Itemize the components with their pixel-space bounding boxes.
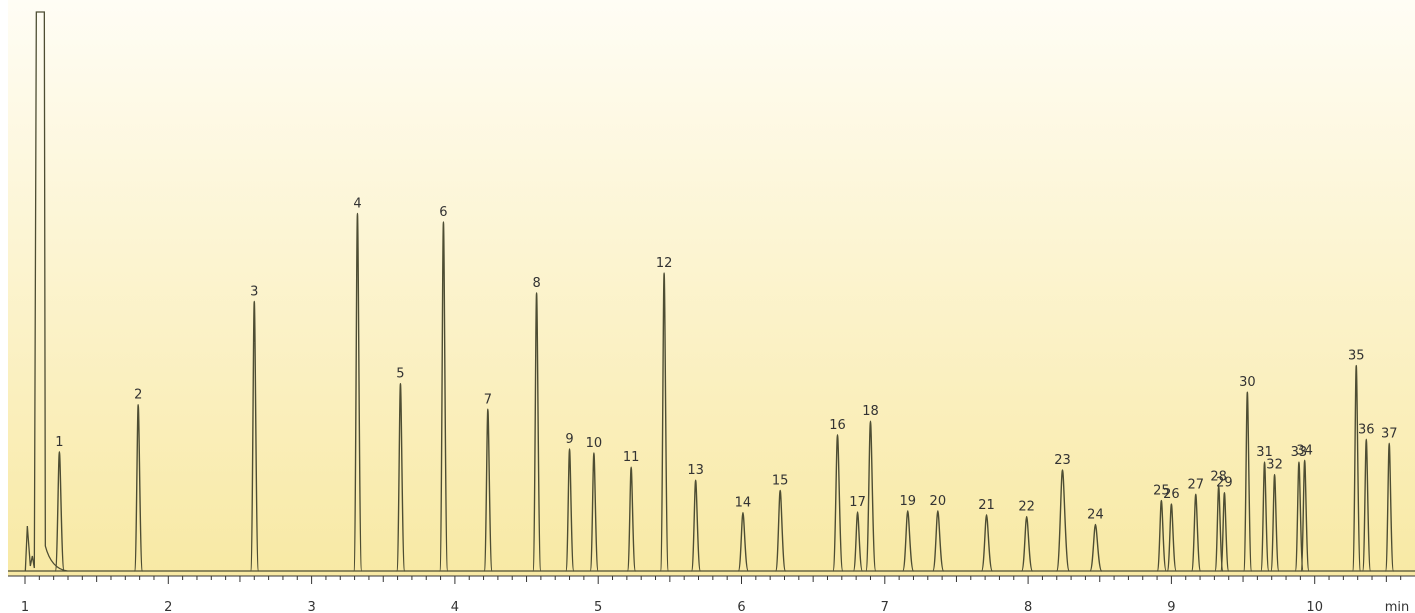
peak-29: [1220, 491, 1230, 572]
peak-label-27: 27: [1187, 477, 1204, 492]
peak-7: [483, 408, 493, 572]
peak-1: [54, 451, 65, 572]
peak-34: [1300, 459, 1310, 572]
peak-label-25: 25: [1153, 484, 1170, 499]
peak-label-20: 20: [930, 494, 947, 509]
chromatogram-trace-layer: [8, 11, 1415, 572]
peak-label-3: 3: [250, 284, 258, 299]
solvent-front-peak: [24, 11, 68, 572]
peak-label-19: 19: [899, 494, 916, 509]
peak-25: [1156, 499, 1167, 572]
peak-label-5: 5: [396, 367, 404, 382]
peak-label-26: 26: [1163, 487, 1180, 502]
peak-label-37: 37: [1381, 426, 1398, 441]
peak-23: [1055, 469, 1070, 572]
peak-8: [532, 292, 542, 572]
plot-background: [8, 0, 1415, 576]
peak-26: [1166, 503, 1177, 572]
peak-label-12: 12: [656, 256, 673, 271]
peak-14: [737, 511, 749, 572]
peak-label-30: 30: [1239, 375, 1256, 390]
x-tick-label-9: 9: [1167, 600, 1175, 613]
peak-label-28: 28: [1210, 469, 1227, 484]
peak-label-7: 7: [484, 392, 492, 407]
peak-28: [1214, 485, 1224, 572]
x-tick-label-7: 7: [881, 600, 889, 613]
peak-label-21: 21: [978, 498, 995, 513]
peak-label-34: 34: [1296, 443, 1313, 458]
peak-21: [980, 514, 994, 572]
peak-35: [1351, 364, 1362, 572]
x-tick-label-8: 8: [1024, 600, 1032, 613]
peak-label-24: 24: [1087, 507, 1104, 522]
peak-label-17: 17: [849, 495, 866, 510]
peak-label-22: 22: [1018, 500, 1035, 515]
peak-12: [659, 272, 670, 572]
peak-label-13: 13: [687, 463, 704, 478]
peak-15: [774, 489, 787, 572]
peak-2: [133, 404, 144, 572]
peak-33: [1294, 461, 1304, 572]
peak-32: [1270, 473, 1280, 572]
x-tick-label-10: 10: [1306, 600, 1323, 613]
peak-label-4: 4: [353, 196, 361, 211]
peak-label-10: 10: [586, 436, 603, 451]
peak-37: [1384, 442, 1395, 572]
peak-label-36: 36: [1358, 422, 1375, 437]
peak-label-35: 35: [1348, 349, 1365, 364]
x-tick-label-3: 3: [307, 600, 315, 613]
x-tick-label-2: 2: [164, 600, 172, 613]
peak-label-18: 18: [862, 404, 879, 419]
peak-label-31: 31: [1256, 445, 1273, 460]
peak-22: [1021, 515, 1034, 572]
peak-label-33: 33: [1291, 445, 1308, 460]
x-tick-label-5: 5: [594, 600, 602, 613]
x-axis: 1 2 3 4 5 6 7 8 9 10 min: [8, 575, 1415, 613]
peak-11: [626, 466, 637, 572]
peak-4: [353, 212, 363, 572]
peak-27: [1190, 493, 1202, 572]
peak-label-8: 8: [532, 276, 540, 291]
peak-5: [396, 383, 406, 572]
peak-10: [589, 452, 599, 572]
x-tick-label-1: 1: [21, 600, 29, 613]
x-tick-label-4: 4: [451, 600, 459, 613]
peak-6: [439, 221, 449, 572]
peak-36: [1361, 438, 1372, 572]
peak-label-2: 2: [134, 388, 142, 403]
peak-16: [832, 434, 844, 572]
peak-label-11: 11: [623, 450, 640, 465]
peak-13: [690, 479, 702, 572]
peak-label-15: 15: [772, 473, 789, 488]
peak-19: [902, 510, 915, 572]
x-axis-unit-label: min: [1385, 600, 1410, 613]
peak-9: [565, 448, 575, 572]
peak-17: [852, 511, 864, 572]
peak-30: [1242, 391, 1253, 572]
peak-3: [249, 300, 260, 572]
peak-label-32: 32: [1266, 458, 1283, 473]
peak-18: [865, 420, 877, 572]
peak-20: [932, 510, 945, 572]
peak-label-1: 1: [55, 435, 63, 450]
peak-24: [1089, 523, 1103, 572]
peak-label-14: 14: [735, 496, 752, 511]
peak-31: [1260, 461, 1270, 572]
peak-label-6: 6: [439, 205, 447, 220]
peak-label-29: 29: [1216, 476, 1233, 491]
peak-label-16: 16: [829, 418, 846, 433]
peak-label-9: 9: [565, 432, 573, 447]
x-tick-label-6: 6: [737, 600, 745, 613]
peak-label-23: 23: [1054, 453, 1071, 468]
